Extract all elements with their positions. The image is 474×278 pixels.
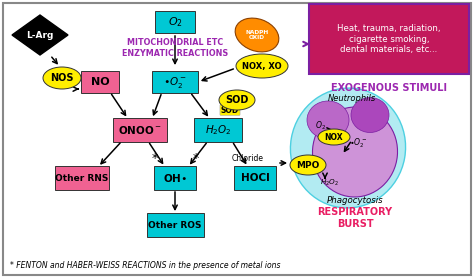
Text: Neutrophils: Neutrophils (328, 93, 376, 103)
FancyBboxPatch shape (146, 213, 203, 237)
Text: MITOCHONDRIAL ETC: MITOCHONDRIAL ETC (127, 38, 223, 46)
Text: ENZYMATIC REACTIONS: ENZYMATIC REACTIONS (122, 48, 228, 58)
Text: NOX: NOX (325, 133, 343, 142)
Text: $H_2O_2$: $H_2O_2$ (320, 178, 339, 188)
Text: $H_2O_2$: $H_2O_2$ (205, 123, 231, 137)
Text: L-Arg: L-Arg (27, 31, 54, 39)
Ellipse shape (290, 155, 326, 175)
Text: ONOO$^-$: ONOO$^-$ (118, 124, 162, 136)
Text: *: * (193, 152, 199, 165)
Text: Heat, trauma, radiation,
cigarette smoking,
dental materials, etc...: Heat, trauma, radiation, cigarette smoki… (337, 24, 441, 54)
Text: RESPIRATORY
BURST: RESPIRATORY BURST (318, 207, 392, 229)
Text: Other RNS: Other RNS (55, 173, 109, 182)
FancyBboxPatch shape (155, 11, 195, 33)
Text: SOD: SOD (221, 105, 239, 115)
Text: * FENTON and HABER-WEISS REACTIONS in the presence of metal ions: * FENTON and HABER-WEISS REACTIONS in th… (10, 260, 281, 269)
Text: EXOGENOUS STIMULI: EXOGENOUS STIMULI (331, 83, 447, 93)
FancyBboxPatch shape (152, 71, 198, 93)
Text: $O_2$: $O_2$ (167, 15, 182, 29)
Ellipse shape (219, 90, 255, 110)
Text: SOD: SOD (225, 95, 249, 105)
Text: $O_2$: $O_2$ (315, 120, 326, 132)
Ellipse shape (43, 67, 81, 89)
Text: NADPH
OXID: NADPH OXID (246, 29, 269, 40)
FancyBboxPatch shape (113, 118, 167, 142)
Text: Other ROS: Other ROS (148, 220, 202, 230)
Text: OH$\bullet$: OH$\bullet$ (163, 172, 187, 184)
Text: Phagocytosis: Phagocytosis (327, 195, 383, 205)
Text: HOCl: HOCl (241, 173, 269, 183)
FancyBboxPatch shape (81, 71, 119, 93)
Text: NOX, XO: NOX, XO (242, 61, 282, 71)
FancyBboxPatch shape (234, 166, 276, 190)
FancyBboxPatch shape (3, 3, 471, 275)
FancyBboxPatch shape (55, 166, 109, 190)
Ellipse shape (307, 101, 349, 139)
Text: MPO: MPO (296, 160, 319, 170)
Ellipse shape (312, 107, 398, 197)
Polygon shape (12, 15, 68, 55)
Text: $\bullet O_2^-$: $\bullet O_2^-$ (349, 136, 367, 150)
Ellipse shape (318, 129, 350, 145)
Ellipse shape (235, 18, 279, 52)
Text: $\bullet O_2^-$: $\bullet O_2^-$ (163, 75, 187, 90)
FancyBboxPatch shape (194, 118, 242, 142)
FancyBboxPatch shape (309, 4, 469, 74)
Ellipse shape (236, 54, 288, 78)
FancyBboxPatch shape (154, 166, 196, 190)
Text: *: * (152, 152, 158, 165)
Ellipse shape (351, 98, 389, 133)
Ellipse shape (291, 88, 406, 208)
Text: NOS: NOS (50, 73, 74, 83)
Text: Chloride: Chloride (232, 153, 264, 163)
Text: NO: NO (91, 77, 109, 87)
